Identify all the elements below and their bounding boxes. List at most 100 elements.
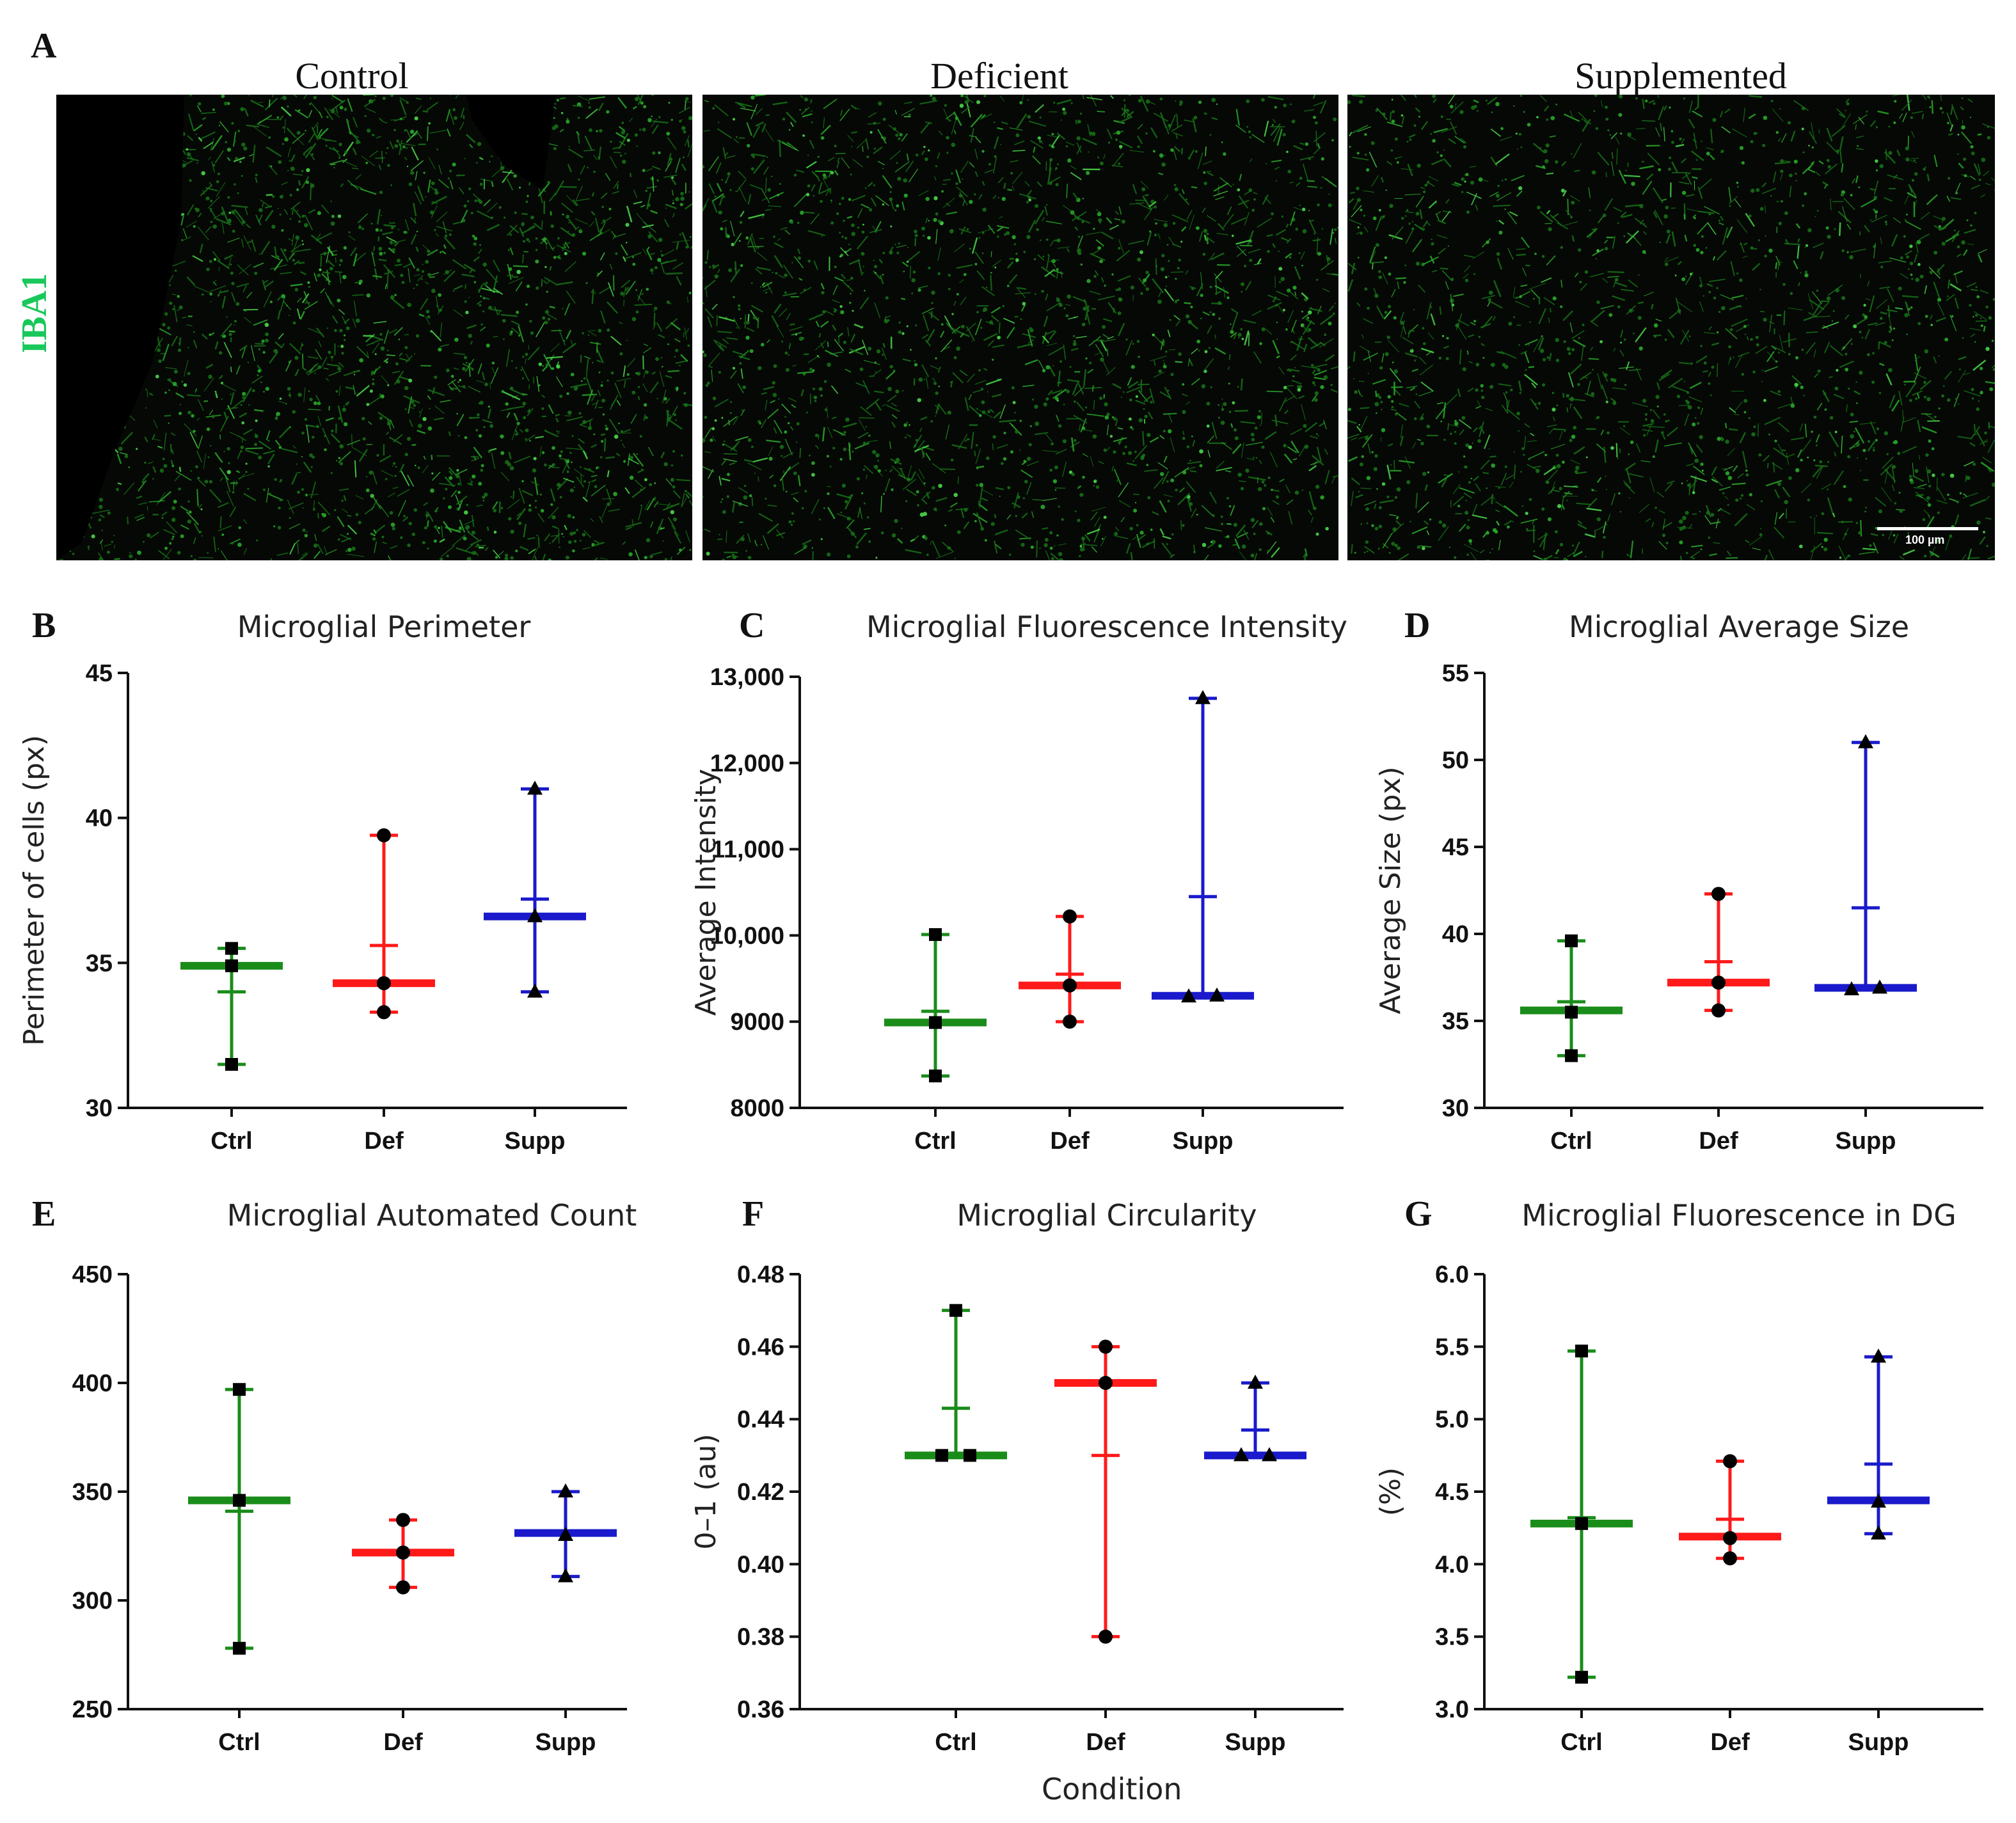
y-tick-label: 30 — [86, 1095, 113, 1122]
y-tick-label: 45 — [86, 660, 113, 687]
data-point — [1063, 978, 1077, 993]
y-tick-label: 35 — [86, 950, 113, 977]
panel-letter: D — [1404, 606, 1430, 645]
category-label: Supp — [1848, 1729, 1909, 1756]
y-tick-label: 0.38 — [737, 1624, 784, 1651]
chart-panel-d: D Microglial Average Size 30 35 40 45 50 55 Ctrl… — [1374, 606, 1983, 1155]
series-def — [1667, 887, 1770, 1018]
y-axis-label: Average Size (px) — [1374, 766, 1407, 1014]
y-tick-label: 40 — [86, 805, 113, 832]
series-supp — [1204, 1375, 1306, 1462]
y-tick-label: 0.48 — [737, 1261, 784, 1288]
data-point — [1565, 1006, 1578, 1019]
data-point — [233, 1494, 246, 1507]
chart-title: Microglial Circularity — [956, 1198, 1257, 1233]
data-point — [225, 942, 238, 955]
category-label: Supp — [1836, 1128, 1896, 1155]
data-point — [929, 928, 942, 942]
scale-bar-label: 100 µm — [1905, 533, 1945, 546]
series-ctrl — [1530, 1345, 1633, 1684]
data-point — [233, 1641, 246, 1655]
data-point — [1723, 1531, 1737, 1545]
series-supp — [514, 1483, 617, 1582]
data-point — [527, 983, 543, 998]
iba1-text: IBA1 — [15, 275, 54, 352]
y-tick-label: 0.42 — [737, 1479, 784, 1506]
y-axis-label: Perimeter of cells (px) — [18, 735, 51, 1046]
data-point — [1844, 981, 1859, 996]
x-axis-label-condition: Condition — [1042, 1772, 1182, 1806]
chart-title: Microglial Average Size — [1569, 610, 1909, 644]
series-supp — [484, 780, 586, 998]
chart-panel-g: G Microglial Fluorescence in DG 3.0 3.5 4.0 4… — [1374, 1194, 1983, 1756]
chart-panel-f: F Microglial Circularity 0.36 0.38 0.40 0.42 0… — [690, 1194, 1344, 1756]
category-label: Def — [1699, 1128, 1738, 1155]
data-point — [1871, 1525, 1886, 1540]
chart-title: Microglial Fluorescence Intensity — [866, 610, 1347, 644]
y-tick-label: 11,000 — [711, 837, 784, 864]
data-point — [527, 780, 543, 795]
condition-title-deficient: Deficient — [930, 55, 1068, 97]
category-label: Def — [1710, 1729, 1750, 1756]
category-label: Def — [1086, 1729, 1125, 1756]
category-label: Supp — [1173, 1128, 1234, 1155]
data-point — [949, 1304, 962, 1317]
y-tick-label: 30 — [1442, 1095, 1469, 1122]
data-point — [1209, 987, 1225, 1002]
data-point — [396, 1513, 410, 1527]
category-label: Def — [364, 1128, 404, 1155]
y-tick-label: 12,000 — [710, 750, 784, 777]
y-tick-label: 35 — [1442, 1008, 1469, 1035]
data-point — [1872, 979, 1887, 994]
data-point — [1181, 988, 1196, 1003]
data-point — [225, 959, 238, 972]
micrograph-deficient — [702, 95, 1338, 560]
data-point — [377, 828, 391, 842]
category-label: Ctrl — [1550, 1128, 1592, 1155]
micrograph-supplemented: 100 µm — [1347, 95, 1995, 560]
chart-panel-b: B Microglial Perimeter 30 35 40 45 Ctrl Def Supp… — [18, 606, 627, 1155]
data-point — [396, 1545, 410, 1560]
scale-bar — [1877, 527, 1978, 530]
data-point — [1575, 1517, 1588, 1530]
series-def — [352, 1513, 454, 1595]
y-axis-label: 0–1 (au) — [690, 1433, 722, 1549]
y-tick-label: 50 — [1442, 747, 1469, 774]
y-tick-label: 0.46 — [737, 1334, 784, 1361]
iba1-stain-label: IBA1 — [15, 275, 54, 352]
y-tick-label: 40 — [1442, 921, 1469, 948]
category-label: Supp — [536, 1729, 596, 1756]
chart-panel-e: E Microglial Automated Count 250 300 350 400 4… — [32, 1194, 637, 1756]
data-point — [929, 1069, 942, 1083]
y-tick-label: 300 — [72, 1588, 113, 1614]
y-tick-label: 55 — [1442, 660, 1469, 687]
category-label: Ctrl — [1560, 1729, 1602, 1756]
y-tick-label: 10,000 — [710, 922, 784, 949]
data-point — [1575, 1345, 1588, 1358]
data-point — [377, 1005, 391, 1020]
data-point — [1099, 1376, 1113, 1390]
chart-title: Microglial Fluorescence in DG — [1521, 1198, 1956, 1233]
data-point — [1063, 1014, 1077, 1029]
data-point — [1195, 690, 1210, 704]
condition-title-control: Control — [295, 55, 409, 97]
series-def — [1019, 909, 1121, 1029]
data-point — [1723, 1454, 1737, 1469]
data-point — [1871, 1493, 1886, 1508]
data-point — [929, 1016, 942, 1029]
data-point — [935, 1449, 948, 1462]
series-ctrl — [884, 928, 987, 1083]
y-axis-label: Average Intensity — [690, 769, 722, 1016]
y-tick-label: 4.5 — [1435, 1479, 1469, 1506]
y-tick-label: 450 — [72, 1261, 113, 1288]
data-point — [1871, 1348, 1886, 1363]
data-point — [558, 1483, 573, 1497]
microglia-texture — [702, 95, 1338, 560]
series-supp — [1814, 734, 1917, 996]
y-tick-label: 0.40 — [737, 1551, 784, 1578]
series-ctrl — [180, 942, 283, 1071]
panel-letter: E — [32, 1194, 56, 1234]
category-label: Ctrl — [210, 1128, 252, 1155]
category-label: Supp — [505, 1128, 566, 1155]
panel-letter: G — [1404, 1194, 1433, 1234]
